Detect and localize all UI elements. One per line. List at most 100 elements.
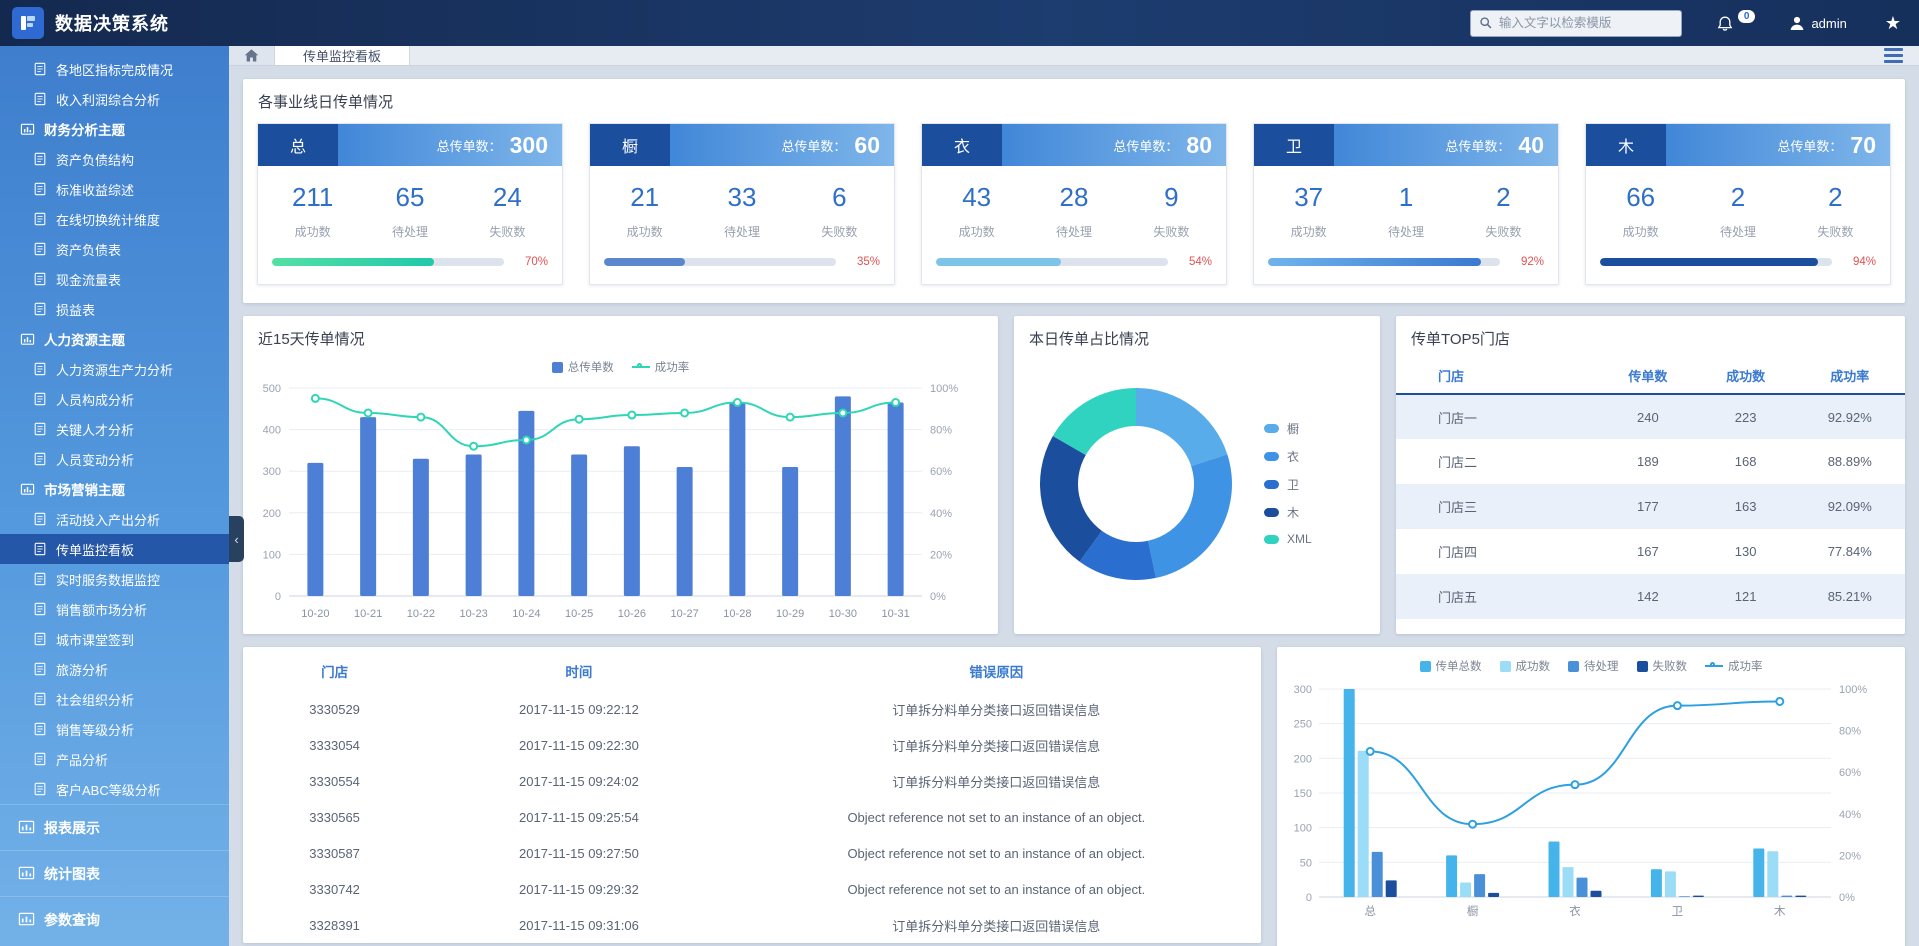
- sidebar-item[interactable]: 社会组织分析: [0, 684, 229, 714]
- card-total-value: 70: [1850, 131, 1876, 158]
- sidebar-item[interactable]: 人力资源生产力分析: [0, 354, 229, 384]
- sidebar-item-label: 城市课堂签到: [56, 632, 135, 648]
- chart-board-icon: [18, 911, 35, 928]
- sidebar-item[interactable]: 活动投入产出分析: [0, 504, 229, 534]
- legend-item[interactable]: 卫: [1264, 476, 1312, 493]
- sidebar-item[interactable]: 收入利润综合分析: [0, 84, 229, 114]
- user-menu[interactable]: admin: [1789, 15, 1847, 31]
- legend-item[interactable]: XML: [1264, 532, 1312, 546]
- document-icon: [33, 422, 47, 436]
- sidebar-item-label: 人力资源主题: [44, 333, 125, 348]
- sidebar-item-label: 人力资源生产力分析: [56, 362, 174, 378]
- sidebar-item[interactable]: 人员变动分析: [0, 444, 229, 474]
- byline-legend: 传单总数 成功数 待处理 失败数 成功率: [1277, 657, 1905, 675]
- sidebar-item-label: 传单监控看板: [56, 542, 135, 558]
- sidebar-item[interactable]: 现金流量表: [0, 264, 229, 294]
- sidebar-item[interactable]: 旅游分析: [0, 654, 229, 684]
- column-header: 门店: [321, 665, 349, 680]
- sidebar-item[interactable]: 资产负债结构: [0, 144, 229, 174]
- cell: 77.84%: [1827, 544, 1872, 559]
- sidebar-item-label: 财务分析主题: [44, 123, 125, 138]
- sidebar-item[interactable]: 资产负债表: [0, 234, 229, 264]
- sidebar-item[interactable]: 市场营销主题: [0, 474, 229, 504]
- sidebar-item[interactable]: 销售额市场分析: [0, 594, 229, 624]
- sidebar-item[interactable]: 城市课堂签到: [0, 624, 229, 654]
- svg-text:20%: 20%: [930, 549, 952, 561]
- card-total-value: 40: [1518, 131, 1544, 158]
- sidebar-item[interactable]: 报表展示: [0, 804, 229, 850]
- sidebar-item[interactable]: 人力资源主题: [0, 324, 229, 354]
- card-header: 木 总传单数： 70: [1586, 124, 1890, 166]
- cell: 门店二: [1438, 455, 1478, 470]
- sidebar-item[interactable]: 损益表: [0, 294, 229, 324]
- legend-item[interactable]: 成功率: [1705, 658, 1763, 674]
- summary-card: 衣 总传单数： 80 43 成功数 28 待处理 9 失败数 54%: [921, 123, 1227, 285]
- sidebar-item[interactable]: 关键人才分析: [0, 414, 229, 444]
- svg-text:橱: 橱: [1467, 904, 1479, 918]
- sidebar-item[interactable]: 销售等级分析: [0, 714, 229, 744]
- sidebar-item[interactable]: 在线切换统计维度: [0, 204, 229, 234]
- card-body: 37 成功数 1 待处理 2 失败数: [1254, 166, 1558, 244]
- legend-label: 橱: [1287, 422, 1300, 436]
- legend-swatch: [1264, 480, 1279, 489]
- sidebar-collapse-handle[interactable]: ‹: [229, 516, 244, 562]
- column-header: 错误原因: [969, 665, 1024, 680]
- card-body: 66 成功数 2 待处理 2 失败数: [1586, 166, 1890, 244]
- home-tab[interactable]: [229, 46, 275, 65]
- cell: 门店三: [1438, 500, 1478, 515]
- cell: 92.09%: [1827, 499, 1872, 514]
- pending-label: 待处理: [723, 225, 760, 239]
- svg-text:10-21: 10-21: [354, 608, 382, 620]
- legend-item[interactable]: 衣: [1264, 448, 1312, 465]
- sidebar-item-label: 销售等级分析: [56, 722, 135, 738]
- legend-swatch: [1264, 508, 1279, 517]
- notifications-button[interactable]: 0: [1716, 9, 1756, 32]
- sidebar-item[interactable]: 参数查询: [0, 896, 229, 942]
- legend-item[interactable]: 橱: [1264, 420, 1312, 437]
- svg-text:150: 150: [1294, 788, 1312, 800]
- trend-chart: 0 0% 100 20% 200 40% 300 60% 400 80% 500 100% 10-20 1…: [263, 383, 959, 620]
- search-input[interactable]: [1498, 16, 1673, 30]
- legend-item[interactable]: 成功率: [631, 359, 689, 375]
- legend-item[interactable]: 木: [1264, 504, 1312, 521]
- svg-text:20%: 20%: [1839, 850, 1861, 862]
- fail-count: 9: [1164, 182, 1179, 212]
- progress-bar: [1268, 258, 1500, 266]
- success-rate: 70%: [524, 256, 548, 268]
- legend-item[interactable]: 失败数: [1636, 658, 1687, 674]
- sidebar-item[interactable]: 标准收益综述: [0, 174, 229, 204]
- pending-label: 待处理: [1055, 225, 1092, 239]
- menu-toggle-icon[interactable]: [1884, 48, 1903, 63]
- favorite-star-icon[interactable]: ★: [1884, 12, 1901, 33]
- template-search[interactable]: [1469, 9, 1682, 37]
- sidebar-item[interactable]: 人员构成分析: [0, 384, 229, 414]
- sidebar-item[interactable]: 传单监控看板: [0, 534, 229, 564]
- donut-legend: 橱衣卫木 XML: [1264, 420, 1312, 546]
- legend-item[interactable]: 成功数: [1499, 658, 1550, 674]
- table-row: 3330742 2017-11-15 09:29:32 Object referen…: [243, 871, 1261, 907]
- sidebar-item[interactable]: 实时服务数据监控: [0, 564, 229, 594]
- table-row: 3330529 2017-11-15 09:22:12 订单拆分料单分类接口返回错误…: [243, 691, 1261, 727]
- card-progress: 94%: [1586, 244, 1890, 284]
- legend-label: XML: [1287, 532, 1312, 546]
- svg-text:10-26: 10-26: [618, 608, 646, 620]
- legend-item[interactable]: 总传单数: [551, 359, 614, 375]
- svg-text:10-20: 10-20: [301, 608, 329, 620]
- legend-item[interactable]: 待处理: [1568, 658, 1619, 674]
- sidebar-item[interactable]: 产品分析: [0, 744, 229, 774]
- sidebar-item-label: 资产负债表: [56, 242, 122, 258]
- legend-item[interactable]: 传单总数: [1419, 658, 1482, 674]
- summary-cards: 总总传单数： 300 211 成功数 65 待处理 24 失败数 70% 橱总传单数： 60 21 成功…: [243, 121, 1905, 303]
- sidebar-item[interactable]: 客户ABC等级分析: [0, 774, 229, 804]
- app-title: 数据决策系统: [55, 14, 169, 34]
- success-label: 成功数: [958, 225, 995, 239]
- card-tag: 衣: [922, 124, 1002, 166]
- cell: 142: [1637, 589, 1659, 604]
- cell: 3330565: [309, 809, 360, 825]
- sidebar-item[interactable]: 财务分析主题: [0, 114, 229, 144]
- tab-dashboard[interactable]: 传单监控看板: [275, 46, 411, 65]
- sidebar-item[interactable]: 各地区指标完成情况: [0, 54, 229, 84]
- sidebar-item[interactable]: 统计图表: [0, 850, 229, 896]
- charts-row: 近15天传单情况 总传单数 成功率 0 0% 100 20% 200 40% 300 60% 40…: [243, 316, 1905, 634]
- section-title: 各事业线日传单情况: [258, 94, 394, 111]
